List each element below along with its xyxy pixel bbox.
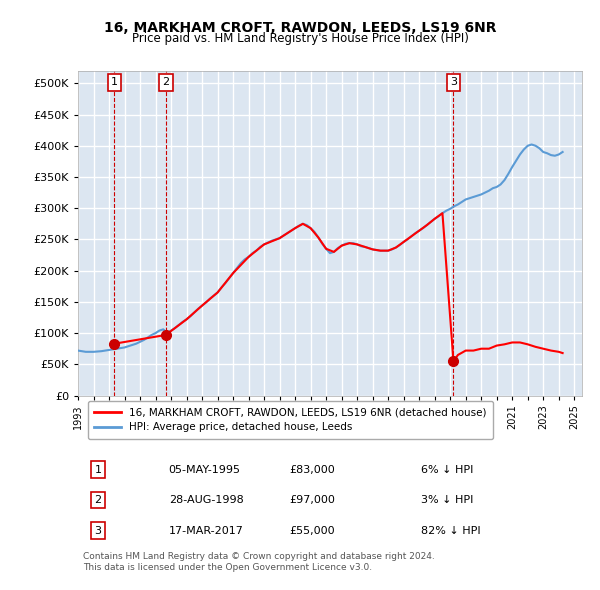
Text: Contains HM Land Registry data © Crown copyright and database right 2024.
This d: Contains HM Land Registry data © Crown c… bbox=[83, 552, 435, 572]
Text: 17-MAR-2017: 17-MAR-2017 bbox=[169, 526, 244, 536]
Text: £55,000: £55,000 bbox=[290, 526, 335, 536]
Text: 82% ↓ HPI: 82% ↓ HPI bbox=[421, 526, 481, 536]
Text: 05-MAY-1995: 05-MAY-1995 bbox=[169, 464, 241, 474]
Text: 16, MARKHAM CROFT, RAWDON, LEEDS, LS19 6NR: 16, MARKHAM CROFT, RAWDON, LEEDS, LS19 6… bbox=[104, 21, 496, 35]
Text: 3: 3 bbox=[95, 526, 101, 536]
Text: 2: 2 bbox=[162, 77, 169, 87]
Text: 6% ↓ HPI: 6% ↓ HPI bbox=[421, 464, 473, 474]
Text: 3% ↓ HPI: 3% ↓ HPI bbox=[421, 495, 473, 505]
Text: 1: 1 bbox=[111, 77, 118, 87]
Text: Price paid vs. HM Land Registry's House Price Index (HPI): Price paid vs. HM Land Registry's House … bbox=[131, 32, 469, 45]
Text: £83,000: £83,000 bbox=[290, 464, 335, 474]
Text: 1: 1 bbox=[95, 464, 101, 474]
Legend: 16, MARKHAM CROFT, RAWDON, LEEDS, LS19 6NR (detached house), HPI: Average price,: 16, MARKHAM CROFT, RAWDON, LEEDS, LS19 6… bbox=[88, 401, 493, 439]
Text: 3: 3 bbox=[450, 77, 457, 87]
Text: 2: 2 bbox=[95, 495, 102, 505]
Text: 28-AUG-1998: 28-AUG-1998 bbox=[169, 495, 244, 505]
Text: £97,000: £97,000 bbox=[290, 495, 335, 505]
